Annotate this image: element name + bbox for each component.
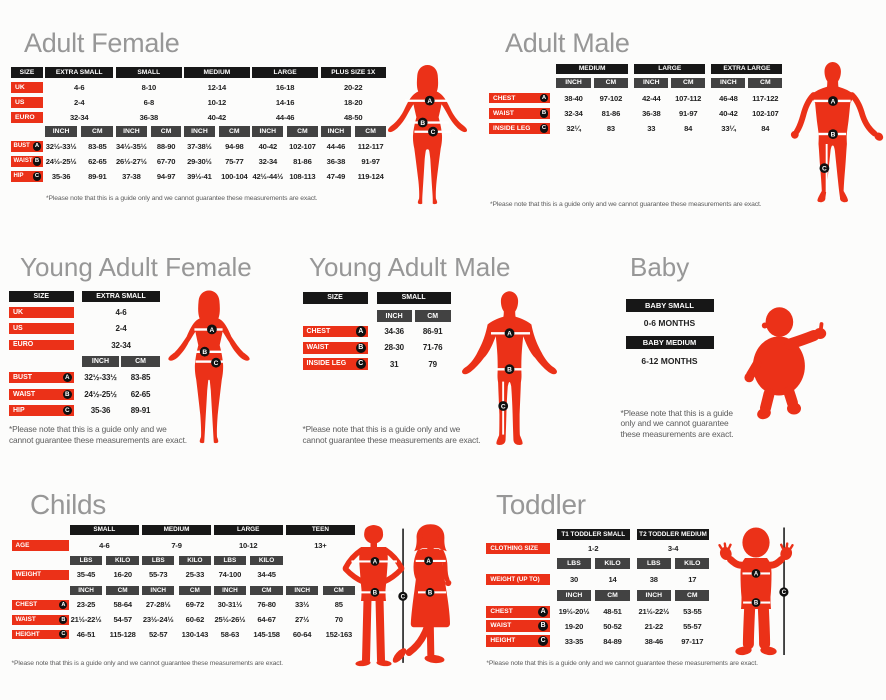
- svg-text:A: A: [831, 98, 836, 105]
- svg-text:A: A: [754, 572, 759, 578]
- svg-text:C: C: [822, 165, 827, 172]
- svg-text:B: B: [420, 120, 425, 127]
- svg-text:C: C: [782, 589, 787, 596]
- svg-text:B: B: [373, 590, 378, 596]
- svg-text:C: C: [431, 129, 436, 136]
- svg-text:C: C: [214, 360, 219, 367]
- svg-text:A: A: [210, 327, 215, 334]
- svg-text:B: B: [754, 601, 759, 607]
- svg-text:A: A: [507, 331, 512, 338]
- svg-text:C: C: [401, 594, 406, 601]
- svg-text:B: B: [428, 590, 433, 596]
- svg-text:B: B: [202, 349, 207, 356]
- svg-text:A: A: [373, 560, 378, 566]
- svg-text:B: B: [507, 367, 512, 374]
- svg-text:A: A: [427, 98, 432, 105]
- svg-text:B: B: [831, 131, 836, 138]
- svg-text:C: C: [501, 403, 506, 410]
- svg-text:A: A: [426, 559, 431, 565]
